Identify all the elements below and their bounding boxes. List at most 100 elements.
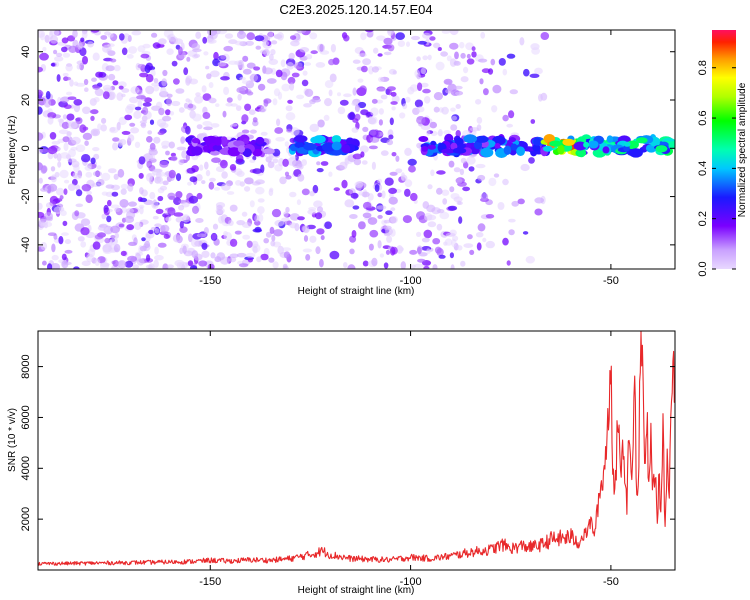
spectrogram-noise-cell: [478, 58, 488, 63]
snr-y-tick-label: 8000: [20, 354, 32, 378]
spectrogram-noise-layer: [38, 30, 550, 269]
spectrogram-signal-cell: [557, 144, 565, 155]
spectrogram-signal-cell: [503, 145, 512, 155]
spectrogram-noise-cell: [324, 80, 334, 89]
spectrogram-noise-cell: [195, 92, 201, 97]
spectrogram-y-ticks: -40 -20 0 20 40: [20, 46, 675, 253]
spectrogram-noise-cell: [531, 47, 540, 55]
spectrogram-noise-cell: [229, 238, 238, 247]
spectrogram-noise-cell: [450, 107, 456, 112]
spectrogram-noise-cell: [67, 121, 78, 130]
spectrogram-noise-cell: [68, 45, 78, 53]
spectrogram-noise-cell: [466, 156, 476, 165]
spectrogram-noise-cell: [89, 109, 99, 114]
spectrogram-noise-cell: [390, 215, 398, 224]
spectrogram-noise-cell: [66, 113, 75, 121]
spectrogram-noise-cell: [162, 69, 168, 77]
spectrogram-noise-cell: [386, 235, 393, 243]
spectrogram-noise-cell: [466, 53, 471, 59]
spectrogram-noise-cell: [136, 95, 147, 100]
spectrogram-noise-cell: [62, 114, 68, 120]
spectrogram-noise-cell: [445, 88, 453, 94]
spectrogram-noise-cell: [246, 62, 256, 69]
spectrogram-noise-cell: [485, 214, 495, 219]
spectrogram-noise-cell: [517, 198, 525, 205]
spectrogram-noise-cell: [103, 87, 113, 92]
spectrogram-noise-cell: [351, 230, 357, 238]
spectrogram-noise-cell: [127, 134, 135, 142]
spectrogram-noise-cell: [449, 30, 459, 36]
spectrogram-noise-cell: [434, 246, 442, 254]
spectrogram-noise-cell: [173, 78, 180, 85]
spectrogram-noise-cell: [238, 263, 249, 268]
spectrogram-signal-cell: [345, 137, 355, 145]
spectrogram-noise-cell: [271, 40, 278, 45]
spectrogram-noise-cell: [109, 58, 117, 63]
spectrogram-noise-cell: [351, 127, 359, 133]
spectrogram-noise-cell: [329, 73, 337, 83]
spectrogram-noise-cell: [38, 132, 44, 141]
spectrogram-noise-cell: [420, 124, 431, 131]
spectrogram-noise-cell: [196, 192, 203, 200]
spectrogram-noise-cell: [145, 85, 155, 95]
spectrogram-noise-cell: [352, 87, 357, 96]
spectrogram-x-axis-label: Height of straight line (km): [298, 286, 415, 297]
spectrogram-noise-cell: [273, 229, 283, 237]
spectrogram-noise-cell: [453, 167, 461, 173]
spectrogram-noise-cell: [399, 112, 406, 119]
spectrogram-noise-cell: [206, 73, 212, 80]
spectrogram-noise-cell: [38, 211, 45, 218]
spectrogram-noise-cell: [282, 158, 289, 167]
spectrogram-noise-cell: [312, 184, 319, 194]
spectrogram-noise-cell: [53, 49, 58, 55]
spectrogram-noise-cell: [376, 205, 387, 210]
spectrogram-noise-cell: [92, 171, 102, 177]
spectrogram-noise-cell: [337, 106, 346, 115]
spectrogram-noise-cell: [47, 146, 58, 155]
spectrogram-noise-cell: [90, 128, 101, 137]
spectrogram-x-tick-label: -150: [199, 275, 221, 287]
spectrogram-noise-cell: [360, 109, 369, 116]
spectrogram-noise-cell: [147, 130, 153, 135]
spectrogram-noise-cell: [151, 82, 160, 87]
spectrogram-noise-cell: [57, 118, 65, 123]
spectrogram-noise-cell: [75, 144, 86, 153]
spectrogram-noise-cell: [387, 44, 395, 52]
spectrogram-noise-cell: [223, 86, 230, 96]
spectrogram-noise-cell: [91, 77, 97, 82]
spectrogram-noise-cell: [341, 179, 348, 189]
spectrogram-noise-cell: [118, 85, 124, 90]
spectrogram-noise-cell: [455, 104, 461, 109]
spectrogram-noise-cell: [266, 78, 277, 84]
spectrogram-signal-cell: [588, 140, 599, 149]
spectrogram-noise-cell: [285, 105, 293, 112]
spectrogram-noise-cell: [449, 186, 455, 193]
spectrogram-noise-cell: [371, 98, 378, 104]
spectrogram-noise-cell: [61, 232, 69, 236]
spectrogram-noise-cell: [284, 141, 290, 147]
spectrogram-noise-cell: [538, 93, 543, 102]
spectrogram-noise-cell: [255, 45, 262, 50]
spectrogram-signal-cell: [655, 145, 668, 153]
spectrogram-noise-cell: [244, 103, 252, 112]
spectrogram-noise-cell: [86, 190, 92, 195]
spectrogram-noise-cell: [417, 258, 426, 263]
spectrogram-noise-cell: [208, 181, 215, 190]
spectrogram-noise-cell: [241, 80, 250, 84]
spectrogram-noise-cell: [124, 215, 135, 223]
spectrogram-noise-cell: [390, 207, 396, 212]
spectrogram-noise-cell: [289, 222, 297, 229]
spectrogram-noise-cell: [356, 66, 363, 71]
spectrogram-noise-cell: [170, 152, 176, 157]
spectrogram-noise-cell: [180, 136, 185, 145]
spectrogram-noise-cell: [249, 159, 256, 164]
spectrogram-noise-cell: [367, 217, 378, 225]
spectrogram-noise-cell: [369, 229, 379, 238]
spectrogram-noise-cell: [124, 260, 134, 268]
colorbar: 0.0 0.2 0.4 0.6 0.8 Normalized spectral ampl…: [697, 30, 748, 277]
spectrogram-noise-cell: [433, 92, 443, 101]
spectrogram-noise-cell: [296, 94, 305, 100]
spectrogram-noise-cell: [368, 243, 374, 251]
spectrogram-noise-cell: [260, 164, 265, 173]
spectrogram-noise-cell: [60, 152, 70, 159]
